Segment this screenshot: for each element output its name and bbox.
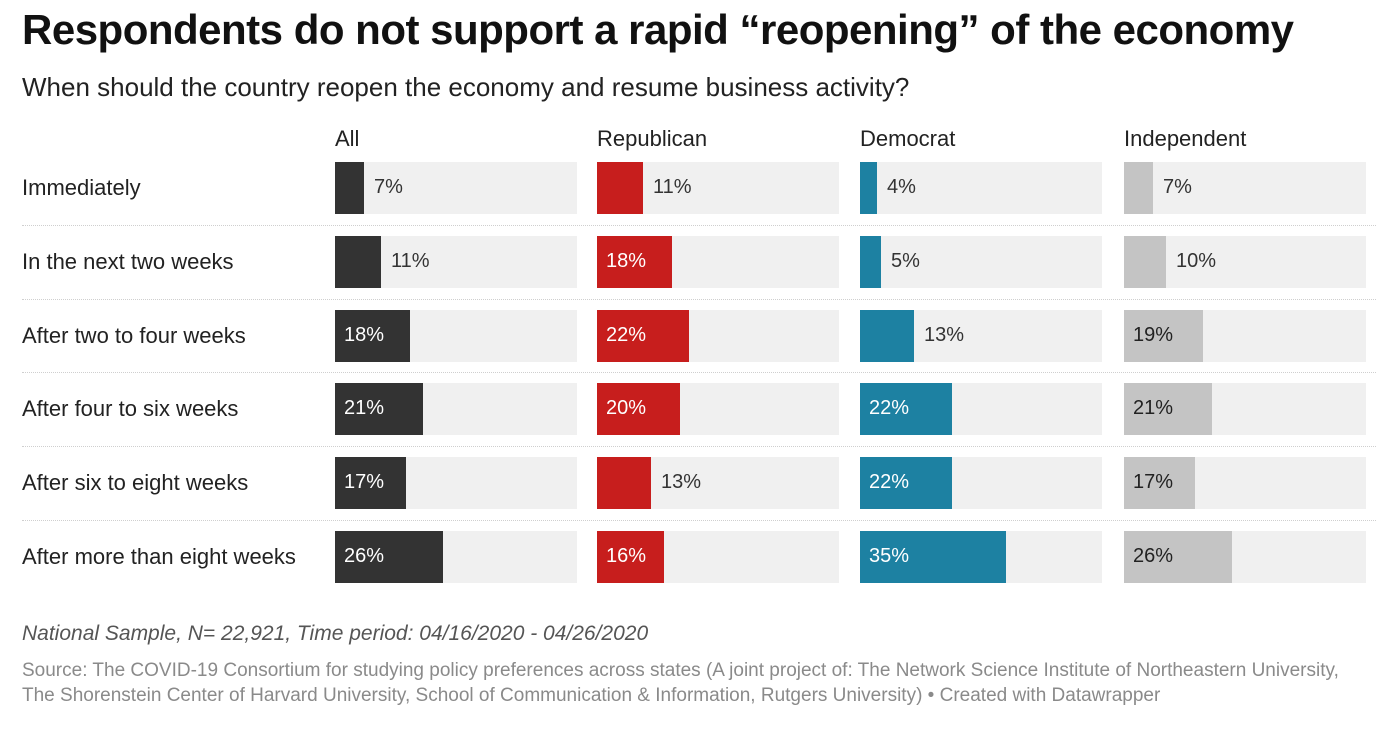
bar bbox=[860, 457, 952, 509]
bar bbox=[860, 310, 914, 362]
row-label: After two to four weeks bbox=[22, 323, 246, 348]
bar-value-label: 26% bbox=[344, 545, 385, 567]
bar-track: 10% bbox=[1124, 236, 1366, 288]
bar-track: 18% bbox=[335, 310, 577, 362]
bar-value-label: 22% bbox=[869, 471, 910, 493]
bar-track: 21% bbox=[335, 383, 577, 435]
bar-track: 26% bbox=[335, 531, 577, 583]
bar bbox=[597, 310, 689, 362]
bar bbox=[335, 531, 443, 583]
bar-track: 17% bbox=[1124, 457, 1366, 509]
chart-subtitle: When should the country reopen the econo… bbox=[22, 72, 910, 102]
bar-value-label: 7% bbox=[374, 176, 403, 198]
column-header: Independent bbox=[1124, 126, 1247, 151]
bar-value-label: 22% bbox=[869, 397, 910, 419]
bar-track: 26% bbox=[1124, 531, 1366, 583]
bar-value-label: 5% bbox=[891, 250, 920, 272]
bar-value-label: 13% bbox=[661, 471, 702, 493]
row-separator bbox=[22, 225, 1376, 226]
bar bbox=[335, 162, 364, 214]
bar-value-label: 10% bbox=[1176, 250, 1217, 272]
bar bbox=[1124, 310, 1203, 362]
row-label: After four to six weeks bbox=[22, 396, 239, 421]
bar-value-label: 17% bbox=[344, 471, 385, 493]
bar-track: 17% bbox=[335, 457, 577, 509]
bar-value-label: 11% bbox=[391, 250, 430, 272]
bar bbox=[597, 162, 643, 214]
bar-track: 13% bbox=[597, 457, 839, 509]
bar-value-label: 21% bbox=[344, 397, 385, 419]
bar bbox=[1124, 531, 1232, 583]
bar-track: 16% bbox=[597, 531, 839, 583]
bar-value-label: 19% bbox=[1133, 324, 1174, 346]
bar-value-label: 7% bbox=[1163, 176, 1192, 198]
bar-track: 11% bbox=[335, 236, 577, 288]
bar-track: 35% bbox=[860, 531, 1102, 583]
bar-value-label: 18% bbox=[344, 324, 385, 346]
bar-value-label: 13% bbox=[924, 324, 965, 346]
sample-note: National Sample, N= 22,921, Time period:… bbox=[22, 622, 649, 645]
bar bbox=[1124, 383, 1212, 435]
bar-track: 4% bbox=[860, 162, 1102, 214]
bar-track: 18% bbox=[597, 236, 839, 288]
row-separator bbox=[22, 446, 1376, 447]
bar bbox=[860, 162, 877, 214]
bar-value-label: 35% bbox=[869, 545, 910, 567]
bar bbox=[860, 236, 881, 288]
bar bbox=[860, 531, 1006, 583]
bar bbox=[1124, 236, 1166, 288]
bar bbox=[1124, 162, 1153, 214]
bar-value-label: 11% bbox=[653, 176, 692, 198]
column-header: Republican bbox=[597, 126, 708, 151]
bar-track: 19% bbox=[1124, 310, 1366, 362]
bar bbox=[597, 457, 651, 509]
bar bbox=[335, 457, 406, 509]
bar-value-label: 20% bbox=[606, 397, 647, 419]
bar bbox=[597, 531, 664, 583]
row-label: After more than eight weeks bbox=[22, 544, 296, 569]
bar bbox=[597, 236, 672, 288]
bar-value-label: 22% bbox=[606, 324, 647, 346]
bar-track: 22% bbox=[860, 383, 1102, 435]
row-separator bbox=[22, 520, 1376, 521]
bar-track: 22% bbox=[860, 457, 1102, 509]
bar-value-label: 26% bbox=[1133, 545, 1174, 567]
bar-track: 11% bbox=[597, 162, 839, 214]
bar-value-label: 16% bbox=[606, 545, 647, 567]
chart-title: Respondents do not support a rapid “reop… bbox=[22, 6, 1294, 53]
bar-track: 7% bbox=[1124, 162, 1366, 214]
bar bbox=[1124, 457, 1195, 509]
bar-track: 5% bbox=[860, 236, 1102, 288]
bar-track: 22% bbox=[597, 310, 839, 362]
bar-track: 13% bbox=[860, 310, 1102, 362]
bar-track: 20% bbox=[597, 383, 839, 435]
bar bbox=[335, 236, 381, 288]
column-header: Democrat bbox=[860, 126, 956, 151]
row-label: In the next two weeks bbox=[22, 249, 234, 274]
bar-value-label: 4% bbox=[887, 176, 916, 198]
bar-value-label: 21% bbox=[1133, 397, 1174, 419]
bar bbox=[335, 383, 423, 435]
row-label: After six to eight weeks bbox=[22, 470, 249, 495]
source-note: Source: The COVID-19 Consortium for stud… bbox=[22, 660, 1339, 706]
row-separator bbox=[22, 299, 1376, 300]
bar bbox=[597, 383, 680, 435]
bar-value-label: 17% bbox=[1133, 471, 1174, 493]
bar-track: 7% bbox=[335, 162, 577, 214]
column-header: All bbox=[335, 126, 360, 151]
bar bbox=[335, 310, 410, 362]
row-separator bbox=[22, 372, 1376, 373]
bar-track: 21% bbox=[1124, 383, 1366, 435]
bar-value-label: 18% bbox=[606, 250, 647, 272]
bar bbox=[860, 383, 952, 435]
row-label: Immediately bbox=[22, 175, 141, 200]
